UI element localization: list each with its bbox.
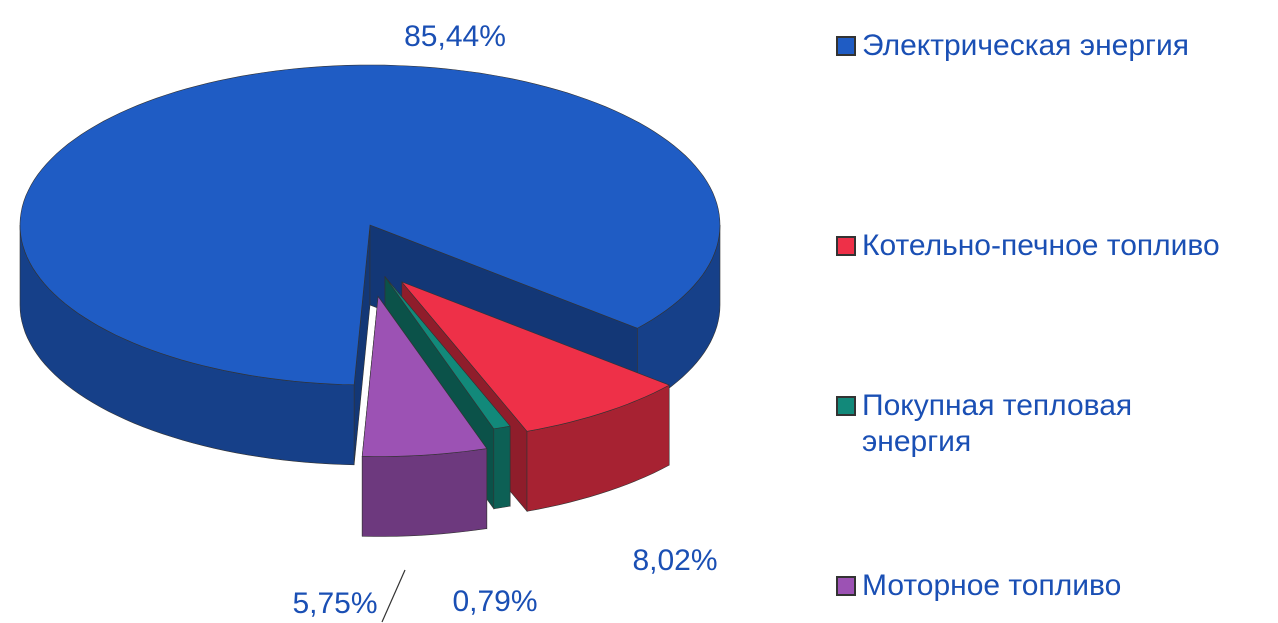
legend-item: Моторное топливо [836,568,1276,604]
chart: 85,44% 8,02% 0,79% 5,75% [19,20,721,623]
data-label: 85,44% [404,20,506,53]
legend-item: Котельно-печное топливо [836,228,1276,264]
pie-slice [19,64,721,466]
data-label: 5,75% [292,587,377,620]
slice-top [401,281,670,432]
slice-side [493,425,511,510]
slice-top [19,64,721,386]
slice-top [361,295,488,457]
legend-swatch [836,396,856,416]
legend-swatch [836,236,856,256]
data-label: 0,79% [452,585,537,618]
legend-label: Котельно-печное топливо [862,229,1220,262]
legend-swatch [836,576,856,596]
data-label: 8,02% [632,544,717,577]
pie-slice [361,295,488,537]
legend-item: Покупная тепловая энергия [836,388,1276,460]
legend-item: Электрическая энергия [836,28,1276,64]
legend-label: Электрическая энергия [862,29,1189,62]
legend-label: Моторное топливо [862,569,1122,602]
slice-side [361,448,488,537]
leader-line [381,569,406,623]
legend-label: Покупная тепловая энергия [862,389,1133,458]
legend-swatch [836,36,856,56]
slice-top [384,276,511,430]
